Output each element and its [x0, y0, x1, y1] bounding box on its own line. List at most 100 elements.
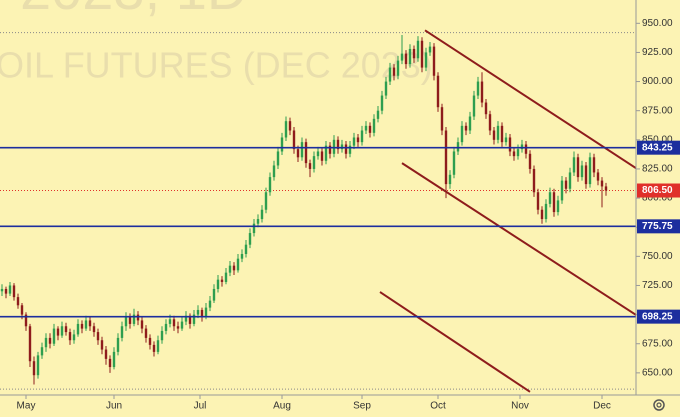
candle-body [232, 265, 236, 271]
candle-body [152, 344, 156, 352]
candle-body [360, 130, 364, 143]
settings-icon[interactable] [653, 399, 665, 411]
candle-body [216, 279, 220, 289]
candle-body [136, 314, 140, 321]
candle-body [116, 337, 120, 352]
candle-body [476, 81, 480, 96]
candle-body [292, 130, 296, 150]
candle-body [260, 209, 264, 220]
y-tick-label: 825.00 [642, 164, 673, 175]
watermark-top: 2023, 1D [20, 0, 247, 21]
level-label-box [637, 309, 680, 324]
candle-body [460, 125, 464, 143]
candle-body [12, 285, 16, 298]
candle-body [180, 321, 184, 329]
candle-body [464, 125, 468, 131]
candle-body [408, 48, 412, 65]
y-tick-label: 750.00 [642, 251, 673, 262]
candle-body [336, 139, 340, 150]
candle-body [28, 326, 32, 362]
y-tick-label: 925.00 [642, 47, 673, 58]
candle-body [56, 328, 60, 336]
candle-body [108, 358, 112, 368]
candle-body [228, 265, 232, 273]
candle-body [44, 337, 48, 348]
candle-body [544, 203, 548, 220]
x-tick-label: Jun [106, 401, 122, 412]
candle-body [168, 319, 172, 324]
y-tick-label: 800.00 [642, 193, 673, 204]
watermark: OIL FUTURES (DEC 2023) [0, 45, 433, 86]
candle-body [372, 118, 376, 133]
candle-body [512, 151, 516, 157]
candle-body [384, 81, 388, 96]
candle-body [244, 244, 248, 255]
candle-body [348, 145, 352, 154]
axis: 650.00675.00700.00725.00750.00775.00800.… [17, 18, 680, 412]
candle-body [304, 142, 308, 164]
candle-body [160, 330, 164, 341]
candle-body [144, 328, 148, 338]
candle-body [100, 340, 104, 350]
candle-body [252, 223, 256, 234]
last-price-label: 806.50 [642, 185, 673, 196]
candle-body [164, 323, 168, 331]
candle-body [224, 272, 228, 282]
candle-body [112, 351, 116, 368]
candle-body [400, 53, 404, 61]
candle-body [72, 334, 76, 341]
candle-body [572, 157, 576, 173]
candle-body [504, 137, 508, 143]
candle-body [4, 288, 8, 294]
candle-body [356, 137, 360, 143]
watermark-group: 2023, 1D OIL FUTURES (DEC 2023) [0, 0, 433, 86]
candle-body [128, 316, 132, 324]
candle-body [420, 40, 424, 68]
candle-body [264, 192, 268, 210]
candle-body [556, 200, 560, 213]
candle-body [528, 153, 532, 169]
candle-body [376, 110, 380, 119]
y-tick-label: 650.00 [642, 368, 673, 379]
candle-body [64, 326, 68, 333]
candle-body [584, 165, 588, 185]
candle-body [300, 142, 304, 158]
candle-body [316, 151, 320, 157]
candle-body [208, 300, 212, 308]
candle-body [20, 305, 24, 315]
candle-body [552, 192, 556, 213]
candle-body [456, 142, 460, 152]
candle-body [284, 121, 288, 138]
candle-body [580, 165, 584, 178]
candle-body [140, 320, 144, 329]
candle-body [96, 332, 100, 341]
candle-body [132, 314, 136, 324]
x-tick-label: Nov [511, 401, 529, 412]
candle-body [308, 163, 312, 169]
candle-body [432, 46, 436, 76]
candle-body [24, 314, 28, 327]
candle-body [548, 192, 552, 204]
candle-body [120, 326, 124, 338]
candle-body [36, 355, 40, 376]
trend-line [379, 291, 531, 393]
candle-body [256, 219, 260, 224]
candle-body [104, 349, 108, 359]
candle-body [568, 172, 572, 189]
candle-body [212, 288, 216, 301]
candle-body [156, 340, 160, 352]
candle-body [204, 307, 208, 317]
candle-body [604, 186, 608, 191]
candle-body [468, 116, 472, 131]
candle-body [60, 326, 64, 336]
x-tick-label: Jul [194, 401, 207, 412]
candle-body [92, 326, 96, 333]
candle-body [428, 46, 432, 53]
candle-body [40, 347, 44, 356]
candle-body [424, 52, 428, 68]
candle-body [452, 151, 456, 175]
candle-body [220, 279, 224, 282]
candle-body [600, 180, 604, 187]
